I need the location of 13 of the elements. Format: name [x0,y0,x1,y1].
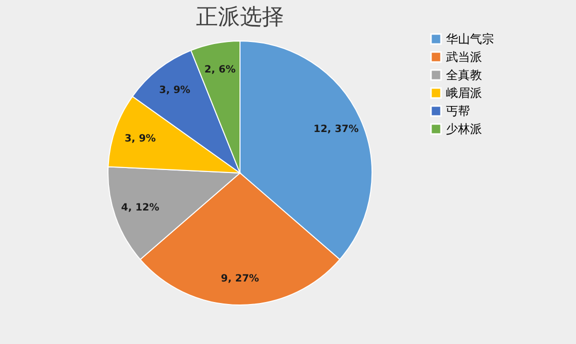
data-label: 3, 9% [159,84,190,96]
legend-label: 丐帮 [446,104,470,118]
data-label: 9, 27% [220,274,260,285]
legend-label: 峨眉派 [446,86,482,100]
data-label: 12, 37% [313,124,359,136]
legend-label: 武当派 [446,50,482,64]
legend-label: 全真教 [446,68,482,82]
data-label: 2, 6% [204,64,236,76]
legend-label: 少林派 [446,122,482,136]
chart-title: 正派选择 [196,5,284,30]
data-label: 3, 9% [124,133,156,144]
legend-label: 华山气宗 [446,32,494,46]
data-label: 4, 12% [121,202,160,214]
